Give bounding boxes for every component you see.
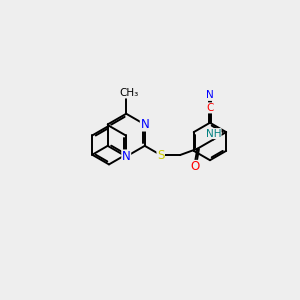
Text: N: N (140, 118, 149, 131)
Text: N: N (206, 90, 214, 100)
Text: CH₃: CH₃ (119, 88, 138, 98)
Text: NH: NH (206, 129, 221, 139)
Text: C: C (206, 103, 214, 113)
Text: S: S (157, 148, 164, 162)
Text: O: O (190, 160, 199, 173)
Text: N: N (122, 150, 130, 163)
